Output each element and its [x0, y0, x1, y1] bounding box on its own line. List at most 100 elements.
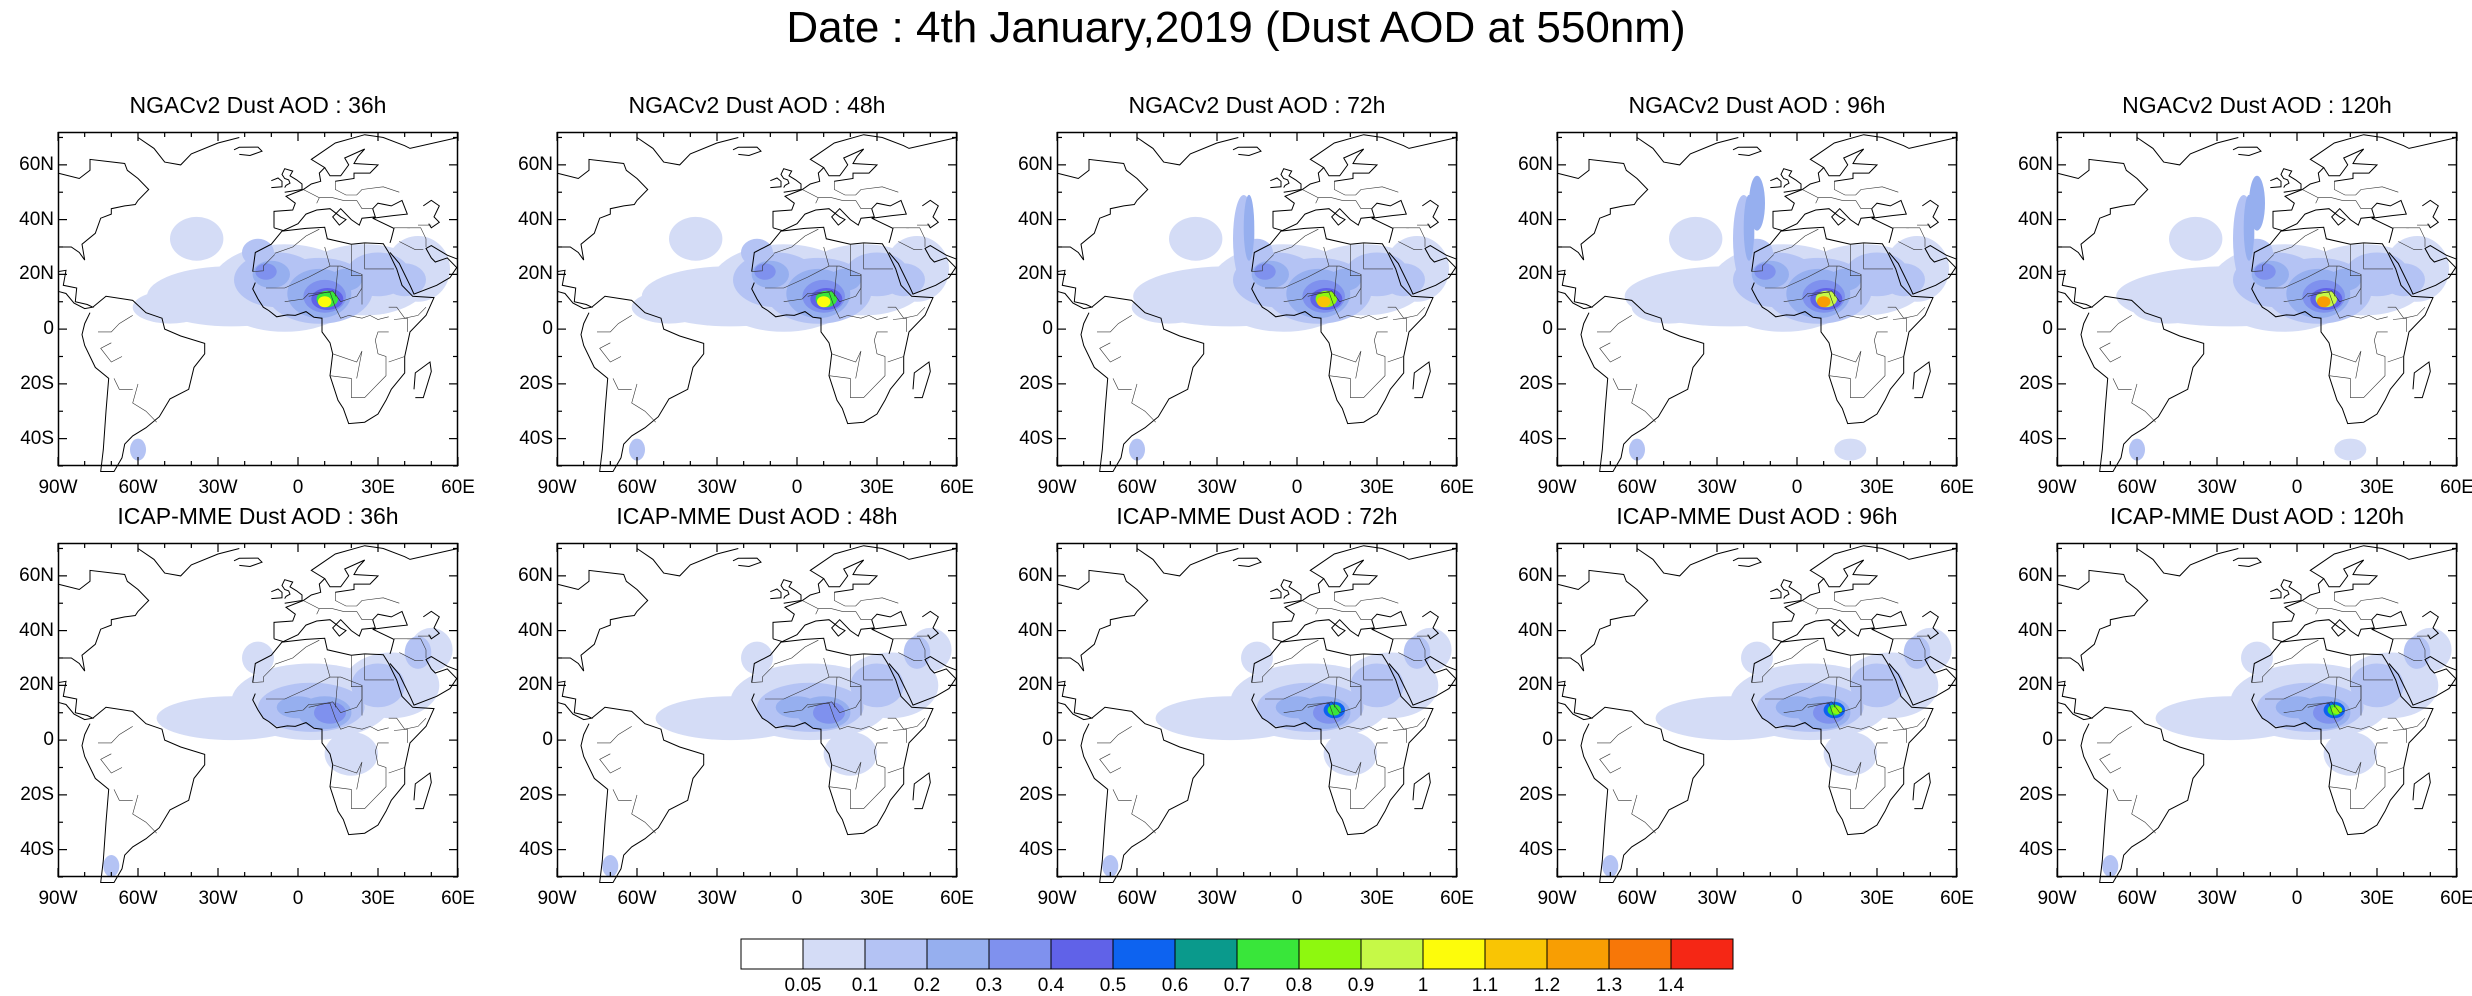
aod-contour	[882, 263, 925, 297]
border-line	[100, 342, 123, 363]
coastline	[912, 361, 931, 399]
coastline	[1422, 199, 1440, 229]
coastline	[1272, 545, 1458, 639]
aod-contour	[2317, 296, 2331, 308]
panel-title: ICAP-MME Dust AOD : 120h	[2110, 503, 2404, 529]
coastline	[281, 168, 303, 193]
lon-tick-label: 30W	[1197, 888, 1237, 909]
coastline	[1371, 628, 1394, 655]
border-line	[1818, 197, 1856, 201]
coastlines	[556, 545, 958, 883]
coastline	[780, 168, 802, 193]
coastline	[81, 706, 206, 883]
border-line	[1387, 717, 1426, 730]
colorbar-tick-label: 0.1	[851, 975, 879, 996]
aod-contour	[1169, 216, 1223, 261]
lon-tick-label: 60E	[1440, 477, 1474, 498]
border-line	[1834, 266, 1838, 297]
coastline	[1412, 772, 1431, 810]
aod-contour	[2403, 636, 2431, 669]
colorbar-swatch	[1050, 938, 1114, 970]
lat-tick-label: 40S	[2019, 427, 2053, 449]
border-line	[823, 657, 830, 678]
country-borders	[597, 181, 931, 423]
map-frame	[57, 542, 459, 878]
border-line	[887, 306, 926, 319]
coastline	[1388, 245, 1458, 295]
lat-tick-label: 20S	[1019, 372, 1053, 394]
border-line	[1834, 181, 1899, 196]
border-line	[823, 246, 830, 267]
coastline	[372, 217, 395, 244]
lon-tick-label: 30E	[361, 477, 395, 498]
border-line	[1334, 592, 1399, 607]
lat-tick-label: 20N	[2018, 674, 2053, 696]
lon-tick-label: 30W	[697, 477, 737, 498]
lon-tick-label: 0	[292, 888, 304, 909]
lat-tick-label: 40S	[20, 838, 54, 860]
border-line	[1863, 242, 1893, 270]
border-line	[388, 767, 405, 774]
map-frame	[2056, 542, 2458, 878]
lon-tick-label: 60E	[1940, 888, 1974, 909]
border-line	[1392, 728, 1407, 743]
lat-tick-label: 60N	[518, 153, 553, 175]
coastline	[2080, 706, 2205, 883]
coastline	[413, 772, 432, 810]
lon-tick-label: 0	[1291, 477, 1303, 498]
coastline	[2422, 199, 2440, 229]
aod-contour	[132, 290, 208, 324]
coastline	[1888, 656, 1958, 706]
lon-tick-label: 60W	[1117, 888, 1157, 909]
colorbar-swatch	[1422, 938, 1486, 970]
lon-tick-label: 90W	[1037, 477, 1077, 498]
lat-tick-label: 60N	[518, 564, 553, 586]
lat-tick-label: 60N	[2018, 153, 2053, 175]
border-line	[631, 794, 656, 834]
lat-tick-label: 20N	[518, 263, 553, 285]
coastline	[2056, 269, 2094, 310]
border-line	[1631, 383, 1656, 423]
colorbar-tick-label: 1.2	[1533, 975, 1561, 996]
coastlines	[556, 134, 958, 472]
map-frame	[57, 131, 459, 467]
lat-tick-label: 0	[542, 729, 553, 751]
lat-tick-label: 40S	[20, 427, 54, 449]
aod-contour	[2350, 663, 2404, 708]
border-line	[2350, 655, 2361, 687]
coastline	[1871, 628, 1894, 655]
coastline	[2251, 637, 2434, 836]
axis-ticks	[1556, 543, 1958, 878]
border-line	[1318, 197, 1356, 201]
border-line	[828, 331, 888, 398]
border-line	[388, 356, 405, 363]
coastline	[823, 559, 879, 593]
border-line	[2363, 242, 2393, 270]
coastline	[2272, 545, 2458, 639]
coastline	[252, 226, 435, 425]
border-line	[2350, 244, 2361, 276]
border-line	[1892, 728, 1907, 743]
aod-contour	[1850, 663, 1904, 708]
coastline	[1136, 548, 1239, 577]
border-line	[252, 254, 276, 272]
aod-contour	[1817, 296, 1831, 308]
lat-tick-label: 0	[43, 729, 54, 751]
aod-contour	[1823, 731, 1877, 776]
aod-contour	[1754, 263, 1776, 280]
coastline	[556, 680, 594, 721]
colorbar-swatch	[802, 938, 866, 970]
aod-contour	[813, 701, 845, 724]
coastline	[423, 199, 441, 229]
coastline	[389, 656, 459, 706]
colorbar-tick-label: 0.4	[1037, 975, 1065, 996]
border-line	[252, 665, 276, 683]
border-line	[1823, 657, 1830, 678]
axis-ticks	[2056, 543, 2458, 878]
colorbar-swatch	[1360, 938, 1424, 970]
aod-contour	[850, 663, 904, 708]
border-line	[284, 702, 389, 731]
border-line	[1599, 342, 1622, 363]
border-line	[1802, 600, 1819, 615]
coastline	[751, 637, 934, 836]
